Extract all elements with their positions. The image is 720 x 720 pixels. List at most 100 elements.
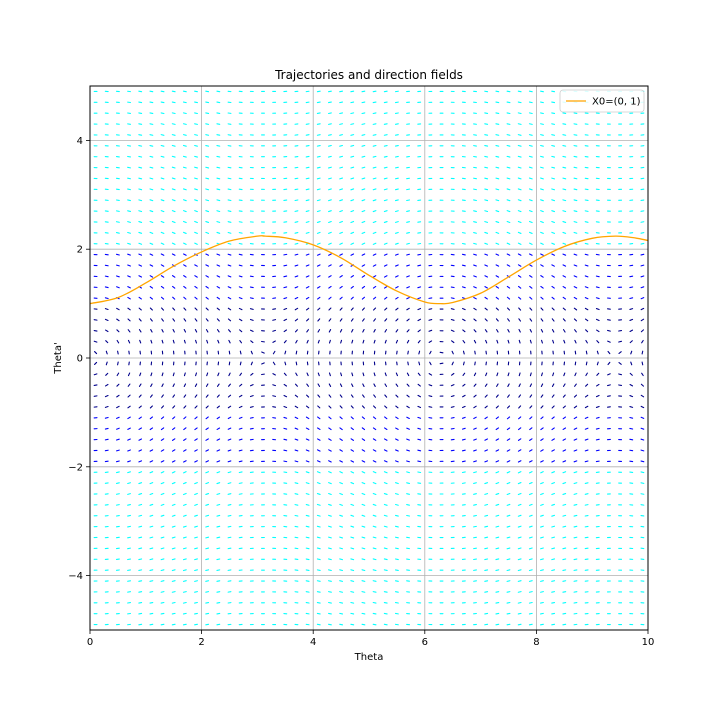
- direction-arrow: [328, 188, 332, 191]
- direction-arrow: [517, 90, 522, 93]
- direction-arrow: [217, 329, 220, 333]
- direction-arrow: [317, 372, 320, 377]
- direction-arrow: [372, 482, 377, 485]
- direction-arrow: [328, 296, 332, 300]
- direction-arrow: [540, 90, 544, 93]
- direction-arrow: [172, 328, 175, 333]
- direction-arrow: [227, 514, 232, 517]
- direction-arrow: [473, 307, 477, 311]
- direction-arrow: [372, 177, 377, 180]
- direction-arrow: [372, 547, 377, 550]
- direction-arrow: [294, 383, 298, 387]
- direction-arrow: [249, 427, 254, 430]
- direction-arrow: [138, 188, 143, 191]
- direction-arrow: [116, 329, 120, 333]
- direction-arrow: [585, 339, 588, 344]
- direction-arrow: [328, 90, 332, 93]
- direction-arrow: [183, 394, 187, 398]
- direction-arrow: [138, 416, 142, 420]
- direction-arrow: [562, 242, 567, 245]
- direction-arrow: [540, 199, 544, 202]
- direction-arrow: [372, 558, 377, 561]
- direction-arrow: [551, 112, 556, 115]
- direction-arrow: [183, 482, 187, 485]
- direction-arrow: [194, 285, 198, 289]
- direction-arrow: [171, 471, 176, 474]
- direction-arrow: [462, 307, 466, 311]
- direction-arrow: [406, 307, 410, 311]
- direction-arrow: [115, 232, 120, 234]
- direction-arrow: [339, 242, 343, 245]
- direction-arrow: [316, 112, 321, 115]
- direction-arrow: [540, 329, 544, 333]
- direction-arrow: [205, 210, 210, 213]
- direction-arrow: [506, 242, 511, 245]
- direction-arrow: [350, 416, 354, 420]
- direction-arrow: [161, 329, 164, 333]
- direction-arrow: [350, 536, 355, 539]
- direction-arrow: [417, 438, 422, 441]
- y-tick-label: −2: [68, 462, 83, 473]
- direction-arrow: [450, 297, 455, 299]
- direction-arrow: [406, 221, 410, 223]
- direction-arrow: [562, 221, 567, 223]
- direction-arrow: [316, 601, 321, 604]
- direction-arrow: [205, 482, 210, 485]
- direction-arrow: [394, 558, 399, 561]
- direction-arrow: [160, 623, 165, 626]
- direction-arrow: [529, 339, 532, 344]
- direction-arrow: [473, 275, 477, 278]
- direction-arrow: [127, 493, 131, 495]
- direction-arrow: [562, 188, 567, 191]
- direction-arrow: [484, 569, 489, 571]
- direction-arrow: [484, 416, 488, 420]
- direction-arrow: [194, 427, 198, 431]
- direction-arrow: [473, 460, 477, 463]
- direction-arrow: [361, 231, 366, 234]
- direction-arrow: [372, 264, 377, 267]
- direction-arrow: [484, 166, 489, 169]
- direction-arrow: [115, 482, 120, 484]
- direction-arrow: [596, 350, 599, 355]
- direction-arrow: [640, 318, 645, 322]
- direction-arrow: [339, 199, 343, 202]
- direction-arrow: [194, 394, 198, 398]
- direction-arrow: [361, 112, 366, 115]
- direction-arrow: [484, 221, 489, 223]
- direction-arrow: [551, 144, 556, 147]
- direction-arrow: [127, 482, 131, 485]
- direction-arrow: [350, 144, 355, 147]
- direction-arrow: [93, 384, 98, 387]
- direction-arrow: [517, 460, 522, 463]
- direction-arrow: [495, 601, 500, 604]
- direction-arrow: [238, 242, 243, 245]
- direction-arrow: [149, 177, 154, 180]
- direction-arrow: [339, 612, 344, 615]
- direction-arrow: [194, 199, 198, 202]
- direction-arrow: [584, 482, 589, 484]
- direction-arrow: [461, 275, 466, 278]
- direction-arrow: [495, 231, 500, 234]
- direction-arrow: [227, 275, 232, 278]
- direction-arrow: [528, 188, 533, 191]
- direction-arrow: [182, 612, 187, 615]
- direction-arrow: [350, 558, 355, 561]
- direction-arrow: [372, 612, 377, 615]
- direction-arrow: [551, 601, 556, 604]
- direction-arrow: [305, 253, 310, 256]
- direction-arrow: [316, 536, 321, 539]
- direction-arrow: [305, 471, 310, 474]
- direction-arrow: [183, 231, 187, 234]
- direction-arrow: [328, 318, 332, 322]
- direction-arrow: [529, 416, 533, 420]
- direction-arrow: [540, 383, 544, 387]
- direction-arrow: [495, 405, 499, 409]
- direction-arrow: [562, 438, 567, 441]
- direction-arrow: [562, 580, 567, 582]
- direction-arrow: [171, 558, 176, 561]
- direction-arrow: [127, 231, 131, 234]
- direction-arrow: [294, 471, 299, 474]
- direction-arrow: [573, 503, 578, 506]
- direction-arrow: [117, 350, 119, 355]
- direction-arrow: [540, 275, 544, 278]
